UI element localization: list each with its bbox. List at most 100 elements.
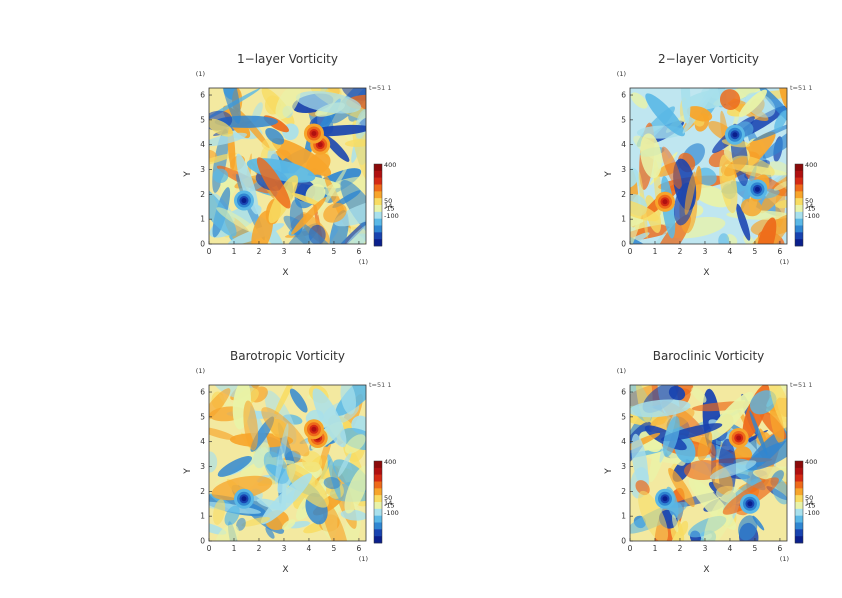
field-filament (638, 490, 669, 541)
vortex-2 (747, 179, 768, 200)
x-unit-label: (1) (780, 258, 789, 266)
x-tick-label: 1 (232, 544, 237, 553)
y-tick-label: 5 (200, 412, 205, 421)
x-unit-label: (1) (359, 555, 368, 563)
field-filament (719, 89, 741, 110)
x-unit-label: (1) (780, 555, 789, 563)
colorbar-label: 14 (384, 499, 392, 507)
y-tick-label: 6 (200, 388, 205, 397)
field-filament (282, 519, 296, 531)
x-axis-label: X (282, 565, 288, 575)
field-filament (271, 138, 332, 177)
y-tick-label: 2 (200, 190, 205, 199)
plot-frame (208, 384, 367, 542)
colorbar-segment (374, 461, 382, 469)
field-filament (219, 88, 241, 124)
colorbar-segment (374, 232, 382, 240)
chart-title: Baroclinic Vorticity (653, 349, 765, 363)
colorbar-segment (795, 467, 803, 475)
field-filament (275, 88, 301, 120)
field-filament (740, 198, 762, 217)
field-filament (645, 93, 685, 137)
colorbar-label: 400 (384, 161, 396, 169)
field-filament (265, 127, 285, 145)
vortex-3 (303, 123, 324, 144)
x-tick-label: 0 (207, 247, 212, 256)
plot-frame (208, 87, 367, 245)
y-tick-label: 4 (200, 437, 205, 446)
field-filament (668, 467, 695, 507)
colorbar-segment (795, 218, 803, 226)
field-filament (738, 515, 758, 541)
colorbar-label: -15 (805, 501, 816, 509)
field-filament (256, 157, 291, 209)
y-tick-label: 3 (200, 165, 205, 174)
vortex-3 (739, 493, 760, 514)
field-filament (691, 387, 707, 403)
field-filament (697, 430, 713, 461)
colorbar-segment (795, 205, 803, 213)
field-filament (243, 400, 259, 451)
field-filament (630, 197, 660, 222)
x-tick-label: 2 (678, 544, 683, 553)
vortex-3 (724, 124, 745, 145)
field-filament (769, 385, 787, 436)
colorbar-label: 14 (805, 202, 813, 210)
colorbar-label: -100 (384, 509, 399, 517)
colorbar-segment (374, 191, 382, 199)
x-tick-label: 4 (728, 247, 733, 256)
colorbar-label: 400 (805, 458, 817, 466)
field-filament (286, 463, 329, 508)
x-tick-label: 6 (778, 544, 783, 553)
colorbar-segment (795, 239, 803, 247)
vortex-1 (654, 191, 675, 212)
time-label: t=51 1 (790, 84, 812, 92)
field-filament (209, 501, 261, 514)
x-axis-label: X (703, 268, 709, 278)
colorbar-segment (795, 164, 803, 172)
field-filament (726, 234, 738, 244)
colorbar-label: -15 (384, 501, 395, 509)
plot-frame (629, 384, 788, 542)
field-filament (209, 522, 227, 535)
field-filament (680, 88, 691, 124)
x-tick-label: 0 (628, 544, 633, 553)
field-filament (323, 202, 347, 223)
field-filament (212, 499, 226, 525)
colorbar-segment (374, 515, 382, 523)
y-tick-label: 0 (621, 537, 626, 546)
colorbar-label: 50 (805, 494, 813, 502)
colorbar-segment (795, 502, 803, 510)
field-filament (758, 88, 787, 128)
field-filament (691, 184, 732, 208)
chart-svg-2: 2−layer Vorticity 0 1 2 3 4 5 6 0 1 2 3 4 5 6 X Y (1) (1) t… (604, 52, 820, 278)
field-filament (241, 517, 271, 527)
colorbar-label: 400 (384, 458, 396, 466)
y-tick-label: 2 (621, 190, 626, 199)
y-tick-label: 0 (200, 240, 205, 249)
field-filament (260, 473, 312, 525)
colorbar-segment (374, 536, 382, 544)
field-filament (302, 450, 323, 473)
field-filament (661, 146, 682, 190)
x-tick-label: 0 (207, 544, 212, 553)
field-filament (344, 139, 366, 147)
colorbar-segment (795, 522, 803, 530)
colorbar-segment (795, 232, 803, 240)
field-filament (209, 388, 231, 424)
field-filament (684, 171, 696, 215)
colorbar-label: -100 (805, 212, 820, 220)
x-tick-label: 1 (653, 544, 658, 553)
x-tick-label: 4 (307, 247, 312, 256)
colorbar-segment (795, 481, 803, 489)
y-tick-label: 1 (200, 512, 205, 521)
chart-panel-3: Barotropic Vorticity 0 1 2 3 4 5 6 0 1 2 3 4 5 6 X Y (1) (… (0, 297, 421, 594)
x-axis-label: X (282, 268, 288, 278)
colorbar-label: 50 (805, 197, 813, 205)
x-tick-label: 2 (257, 544, 262, 553)
vorticity-field (630, 88, 787, 244)
colorbar-segment (795, 515, 803, 523)
colorbar-segment (374, 184, 382, 192)
